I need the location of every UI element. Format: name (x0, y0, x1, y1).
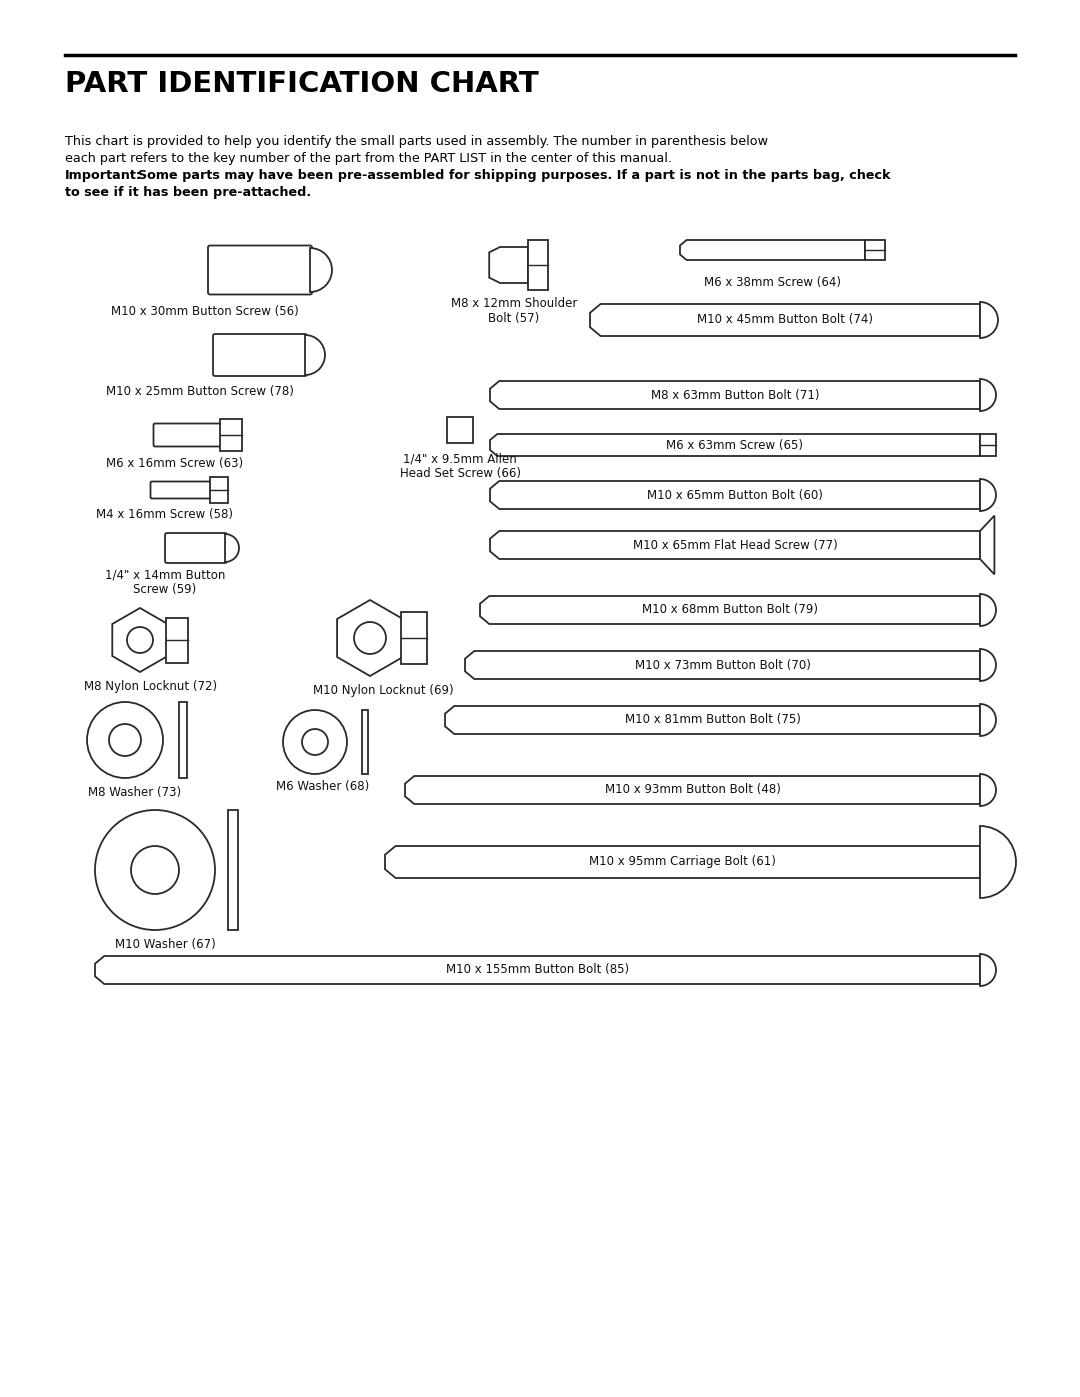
Polygon shape (490, 531, 980, 559)
Bar (179, 703, 187, 778)
Circle shape (283, 710, 347, 774)
Circle shape (354, 622, 386, 654)
Polygon shape (405, 775, 980, 805)
Polygon shape (384, 847, 980, 877)
Polygon shape (490, 481, 980, 509)
Text: 1/4" x 9.5mm Allen
Head Set Screw (66): 1/4" x 9.5mm Allen Head Set Screw (66) (400, 453, 521, 481)
Text: M10 Nylon Locknut (69): M10 Nylon Locknut (69) (313, 685, 454, 697)
Wedge shape (980, 826, 1016, 898)
FancyBboxPatch shape (165, 534, 227, 563)
Polygon shape (590, 305, 980, 337)
Wedge shape (980, 479, 996, 511)
Text: Important:: Important: (65, 169, 141, 182)
Bar (447, 416, 473, 443)
Polygon shape (337, 599, 403, 676)
FancyBboxPatch shape (213, 334, 307, 376)
Polygon shape (490, 381, 980, 409)
Polygon shape (980, 515, 995, 574)
Polygon shape (480, 597, 980, 624)
Bar (528, 240, 548, 291)
FancyBboxPatch shape (153, 423, 221, 447)
Text: M8 Nylon Locknut (72): M8 Nylon Locknut (72) (84, 680, 217, 693)
Text: M10 x 65mm Button Bolt (60): M10 x 65mm Button Bolt (60) (647, 489, 823, 502)
Text: M10 x 155mm Button Bolt (85): M10 x 155mm Button Bolt (85) (446, 964, 629, 977)
Text: This chart is provided to help you identify the small parts used in assembly. Th: This chart is provided to help you ident… (65, 136, 768, 148)
Text: M10 x 25mm Button Screw (78): M10 x 25mm Button Screw (78) (106, 386, 294, 398)
Wedge shape (980, 379, 996, 411)
Bar (166, 617, 188, 662)
Bar (228, 810, 238, 930)
Polygon shape (445, 705, 980, 733)
Circle shape (95, 810, 215, 930)
FancyBboxPatch shape (150, 482, 212, 499)
Bar (980, 434, 996, 455)
Text: M10 x 93mm Button Bolt (48): M10 x 93mm Button Bolt (48) (605, 784, 781, 796)
Wedge shape (980, 774, 996, 806)
Wedge shape (980, 954, 996, 986)
Polygon shape (680, 240, 865, 260)
Polygon shape (95, 956, 980, 983)
Polygon shape (490, 434, 980, 455)
Text: each part refers to the key number of the part from the PART LIST in the center : each part refers to the key number of th… (65, 152, 676, 165)
Circle shape (87, 703, 163, 778)
Wedge shape (310, 249, 332, 292)
Text: M8 Washer (73): M8 Washer (73) (89, 787, 181, 799)
Bar (220, 419, 242, 451)
Polygon shape (112, 608, 167, 672)
Wedge shape (225, 534, 239, 562)
Text: M6 x 38mm Screw (64): M6 x 38mm Screw (64) (704, 277, 841, 289)
Wedge shape (980, 594, 996, 626)
Text: M4 x 16mm Screw (58): M4 x 16mm Screw (58) (96, 509, 233, 521)
Text: M10 x 68mm Button Bolt (79): M10 x 68mm Button Bolt (79) (642, 604, 818, 616)
Text: M10 x 73mm Button Bolt (70): M10 x 73mm Button Bolt (70) (635, 658, 810, 672)
Text: M8 x 12mm Shoulder
Bolt (57): M8 x 12mm Shoulder Bolt (57) (450, 298, 577, 326)
Text: M10 x 30mm Button Screw (56): M10 x 30mm Button Screw (56) (111, 305, 299, 319)
Wedge shape (980, 704, 996, 736)
Bar (210, 476, 228, 503)
Text: M10 x 65mm Flat Head Screw (77): M10 x 65mm Flat Head Screw (77) (633, 538, 837, 552)
Circle shape (131, 847, 179, 894)
Wedge shape (305, 335, 325, 374)
Wedge shape (980, 650, 996, 680)
Circle shape (127, 627, 153, 652)
Text: M8 x 63mm Button Bolt (71): M8 x 63mm Button Bolt (71) (651, 388, 820, 401)
Bar (362, 710, 368, 774)
Bar (401, 612, 428, 664)
Text: M6 Washer (68): M6 Washer (68) (276, 780, 369, 793)
FancyBboxPatch shape (208, 246, 312, 295)
Text: M10 x 95mm Carriage Bolt (61): M10 x 95mm Carriage Bolt (61) (589, 855, 775, 869)
Text: Some parts may have been pre-assembled for shipping purposes. If a part is not i: Some parts may have been pre-assembled f… (138, 169, 891, 182)
Text: to see if it has been pre-attached.: to see if it has been pre-attached. (65, 186, 311, 198)
Text: M10 Washer (67): M10 Washer (67) (114, 937, 215, 951)
Text: 1/4" x 14mm Button
Screw (59): 1/4" x 14mm Button Screw (59) (105, 569, 226, 597)
Text: PART IDENTIFICATION CHART: PART IDENTIFICATION CHART (65, 70, 539, 98)
Polygon shape (465, 651, 980, 679)
Circle shape (302, 729, 328, 754)
Text: M6 x 16mm Screw (63): M6 x 16mm Screw (63) (107, 457, 244, 469)
Polygon shape (489, 247, 528, 284)
Text: M6 x 63mm Screw (65): M6 x 63mm Screw (65) (666, 439, 804, 451)
Wedge shape (980, 302, 998, 338)
Text: M10 x 81mm Button Bolt (75): M10 x 81mm Button Bolt (75) (624, 714, 800, 726)
Circle shape (109, 724, 141, 756)
Text: M10 x 45mm Button Bolt (74): M10 x 45mm Button Bolt (74) (697, 313, 873, 327)
Bar (865, 240, 885, 260)
